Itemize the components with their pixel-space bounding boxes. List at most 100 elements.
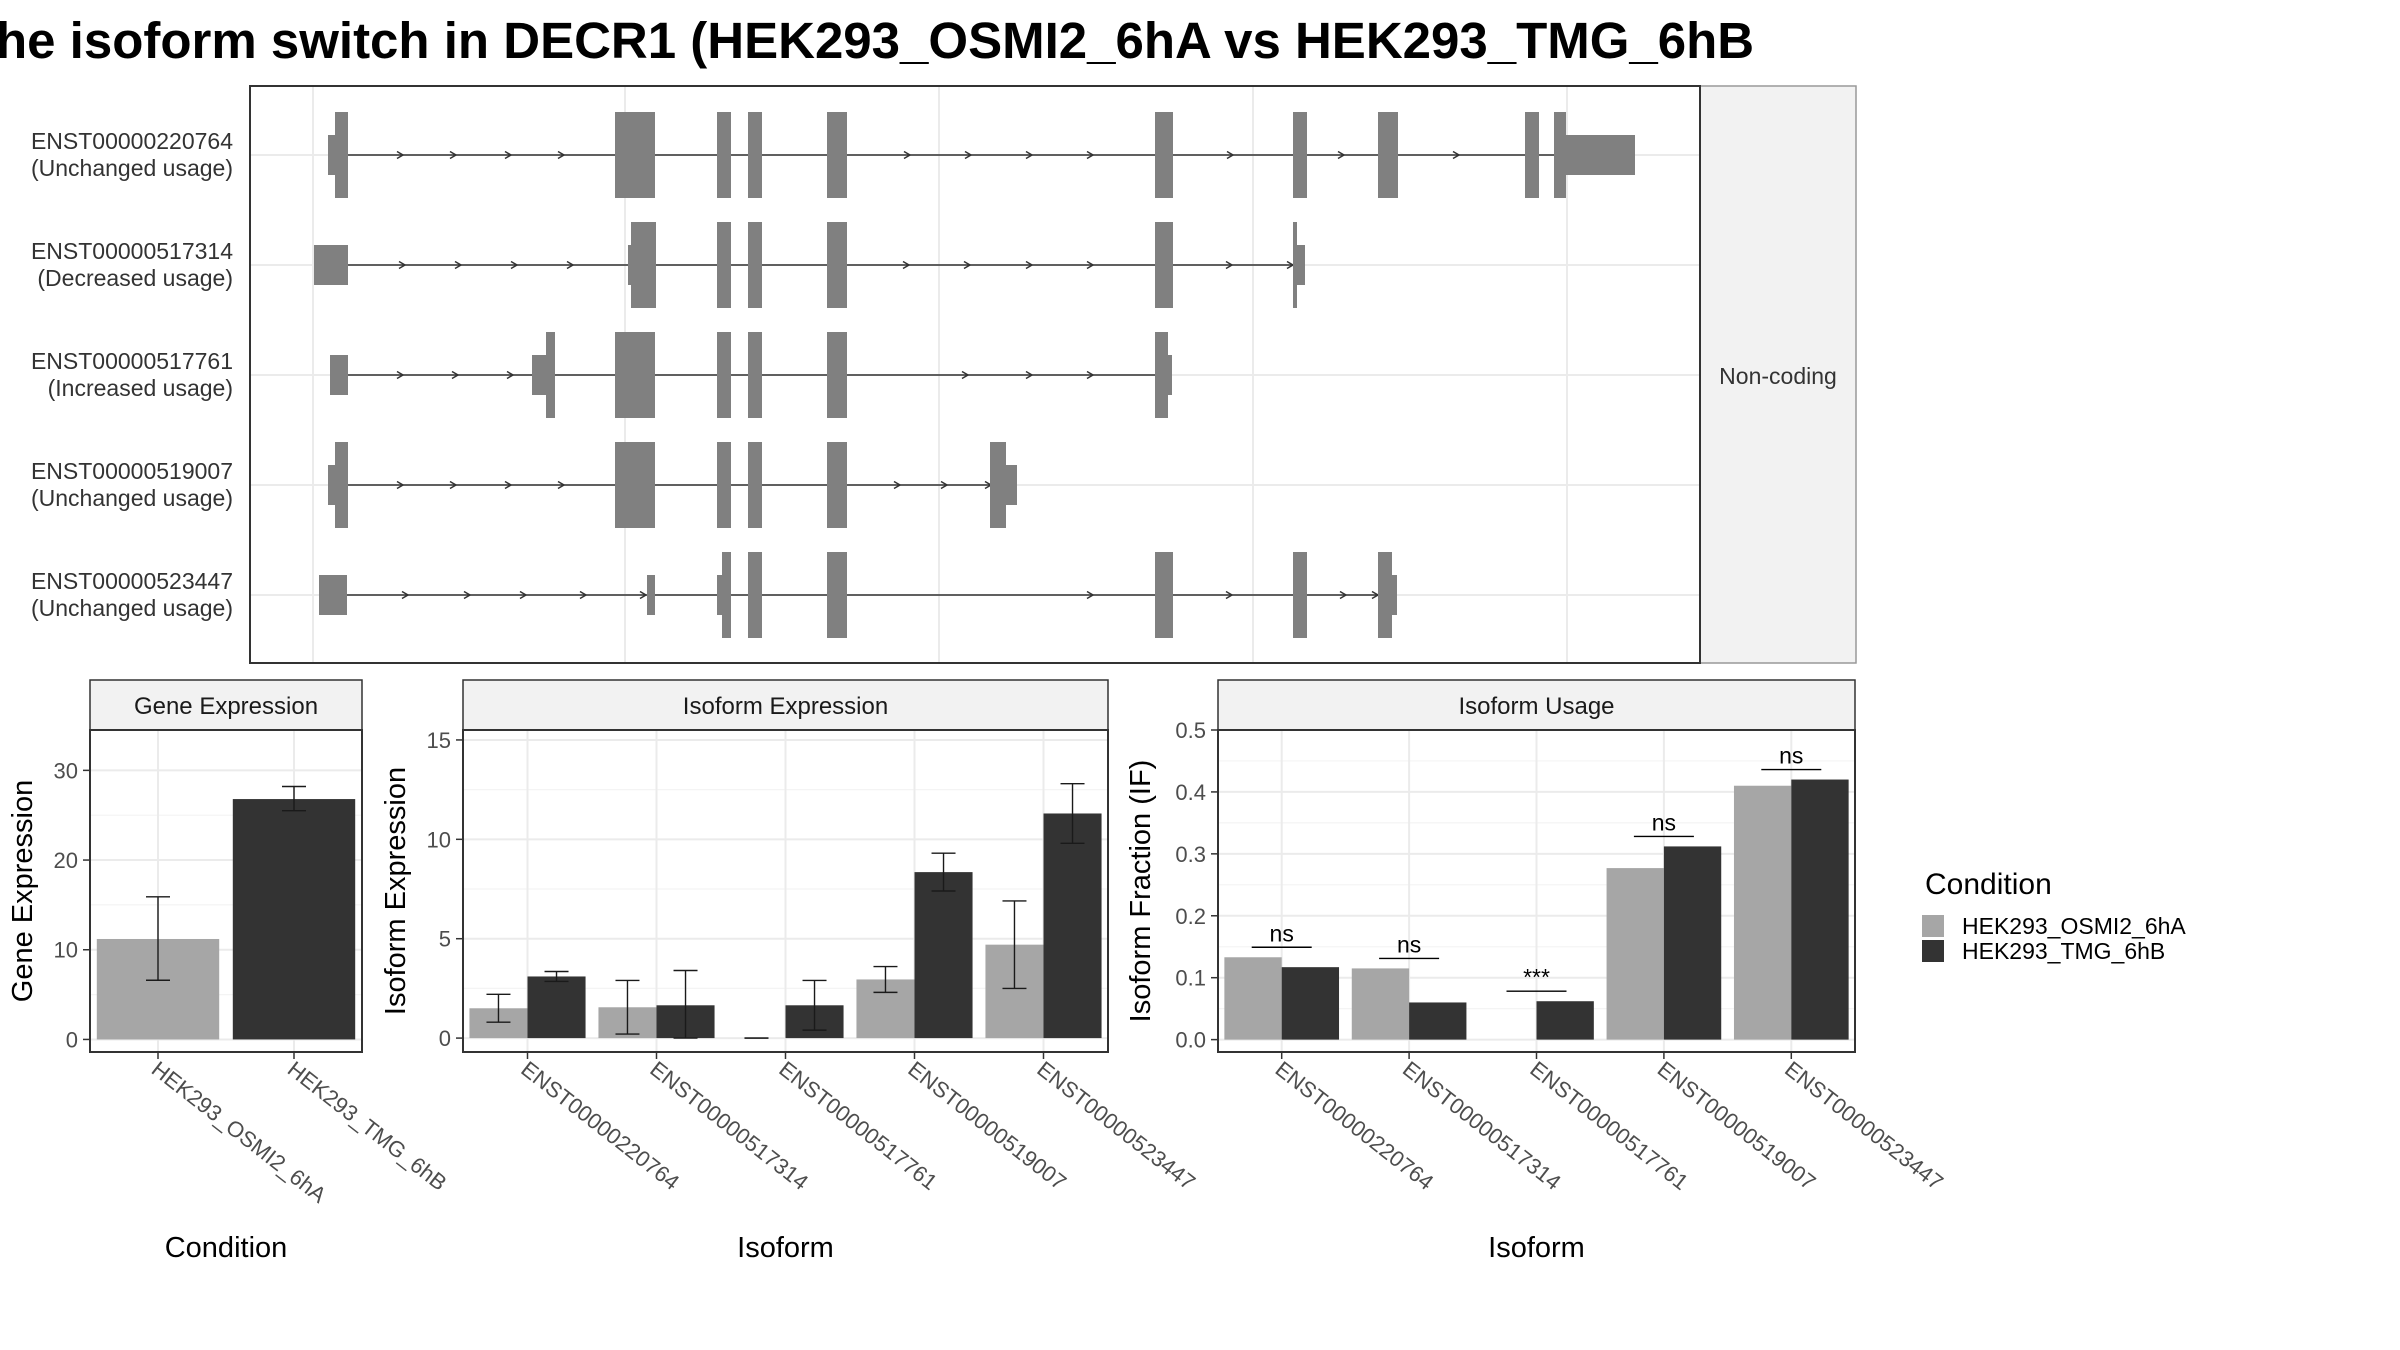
exon (717, 222, 731, 308)
exon (1155, 112, 1173, 198)
strand-arrow (940, 480, 949, 490)
strand-arrow (504, 150, 513, 160)
y-tick-label: 0.2 (1175, 904, 1206, 929)
exon (647, 575, 655, 615)
transcript-id-label: ENST00000220764 (31, 128, 233, 154)
y-tick-label: 0.3 (1175, 842, 1206, 867)
transcript-usage-label: (Increased usage) (48, 375, 233, 401)
exon (615, 112, 655, 198)
strand-arrow (893, 480, 902, 490)
y-tick-label: 30 (54, 758, 78, 783)
panel-strip (462, 679, 1109, 731)
strand-arrow (902, 260, 911, 270)
strand-arrow (639, 590, 648, 600)
exon (328, 465, 336, 505)
exon (335, 112, 348, 198)
legend-swatch (1922, 940, 1944, 962)
exon (1554, 112, 1566, 198)
strand-arrow (1086, 260, 1095, 270)
panel-strip (1217, 679, 1856, 731)
structure-panel-border (249, 85, 1701, 664)
strand-arrow (1025, 370, 1034, 380)
strand-arrow (961, 370, 970, 380)
exon (717, 575, 722, 615)
y-tick-label: 0 (66, 1027, 78, 1052)
exon (1293, 222, 1297, 308)
strand-arrow (903, 150, 912, 160)
exon (827, 552, 847, 638)
exon (990, 442, 1006, 528)
bar (1281, 967, 1340, 1040)
isoform-usage-panel: Isoform Usage ns ns *** ns ns 0.0 0.1 0.2 0.3 0.4 0… (1125, 679, 1948, 1264)
y-tick-label: 10 (54, 938, 78, 963)
exon (328, 135, 336, 175)
bar (1351, 968, 1410, 1040)
exon (1155, 552, 1173, 638)
exon (748, 112, 762, 198)
exon (748, 442, 762, 528)
facet-label-noncoding: Non-coding (1719, 363, 1837, 389)
exon (1006, 465, 1017, 505)
strand-arrow (964, 150, 973, 160)
exon (717, 442, 731, 528)
strand-arrow (451, 370, 460, 380)
strand-arrow (449, 150, 458, 160)
exon (615, 332, 655, 418)
y-tick-label: 5 (439, 927, 451, 952)
strand-arrow (1025, 150, 1034, 160)
transcript-model (328, 112, 1635, 198)
bar (527, 976, 586, 1039)
y-tick-label: 0 (439, 1026, 451, 1051)
strand-arrow (401, 590, 410, 600)
panel-strip-title: Isoform Expression (683, 693, 888, 720)
exon (1293, 112, 1307, 198)
bar (1791, 779, 1849, 1040)
transcript-model (314, 222, 1305, 308)
transcript-usage-label: (Unchanged usage) (31, 485, 233, 511)
transcript-id-label: ENST00000517314 (31, 238, 233, 264)
strand-arrow (396, 370, 405, 380)
transcript-id-label: ENST00000517761 (31, 348, 233, 374)
strand-arrow (463, 590, 472, 600)
exon (546, 332, 555, 418)
y-axis-title: Isoform Expression (380, 767, 412, 1015)
strand-arrow (510, 260, 519, 270)
exon (722, 552, 731, 638)
legend-label: HEK293_OSMI2_6hA (1962, 913, 2186, 939)
y-axis-title: Gene Expression (7, 780, 39, 1002)
bar (1536, 1001, 1594, 1040)
exon (1297, 245, 1305, 285)
exon (748, 222, 762, 308)
strand-arrow (454, 260, 463, 270)
strand-arrow (506, 370, 515, 380)
legend-label: HEK293_TMG_6hB (1962, 938, 2165, 964)
exon (335, 442, 348, 528)
exon (1168, 355, 1172, 395)
strand-arrow (396, 150, 405, 160)
strand-arrow (449, 480, 458, 490)
exon (748, 552, 762, 638)
bar (1606, 868, 1664, 1040)
strand-arrow (963, 260, 972, 270)
strand-arrow (1337, 150, 1346, 160)
strand-arrow (504, 480, 513, 490)
y-axis-title: Isoform Fraction (IF) (1125, 760, 1157, 1023)
exon (1378, 112, 1398, 198)
exon (827, 442, 847, 528)
significance-label: *** (1523, 964, 1550, 990)
exon (1392, 575, 1397, 615)
y-tick-label: 0.5 (1175, 718, 1206, 743)
x-axis-title: Isoform (1488, 1232, 1585, 1264)
facet-strip (1699, 85, 1857, 664)
isoform-expression-panel: Isoform Expression051015ENST00000220764E… (380, 679, 1200, 1264)
transcript-model (330, 332, 1172, 418)
gene-expression-panel: Gene Expression0102030HEK293_OSMI2_6hAHE… (7, 679, 452, 1264)
strand-arrow (1086, 370, 1095, 380)
strand-arrow (1226, 150, 1235, 160)
significance-label: ns (1652, 809, 1676, 835)
transcript-usage-label: (Unchanged usage) (31, 155, 233, 181)
legend-title: Condition (1925, 868, 2052, 901)
strand-arrow (1339, 590, 1348, 600)
transcript-usage-label: (Decreased usage) (37, 265, 233, 291)
bar (1409, 1002, 1467, 1040)
